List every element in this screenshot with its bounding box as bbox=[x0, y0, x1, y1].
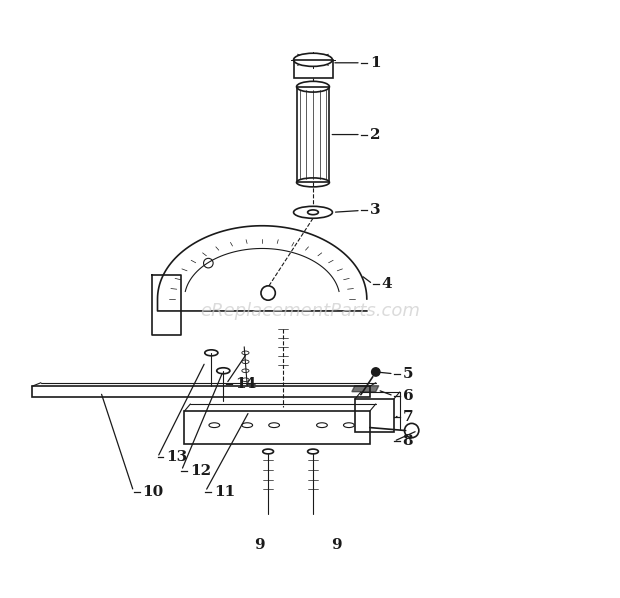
Text: 13: 13 bbox=[167, 450, 188, 465]
Circle shape bbox=[371, 368, 380, 376]
Text: 8: 8 bbox=[403, 434, 414, 448]
Text: 9: 9 bbox=[332, 538, 342, 553]
Text: 10: 10 bbox=[143, 484, 164, 499]
Text: 2: 2 bbox=[370, 127, 380, 142]
Bar bbox=[355, 399, 394, 432]
Bar bbox=[184, 411, 370, 444]
Bar bbox=[296, 87, 329, 182]
Polygon shape bbox=[352, 386, 379, 392]
Text: eReplacementParts.com: eReplacementParts.com bbox=[200, 302, 420, 320]
Text: 14: 14 bbox=[235, 377, 257, 391]
Text: 12: 12 bbox=[190, 463, 211, 478]
Text: 7: 7 bbox=[403, 410, 414, 425]
Bar bbox=[294, 60, 333, 78]
Text: 11: 11 bbox=[215, 484, 236, 499]
Text: 1: 1 bbox=[370, 56, 381, 70]
Text: 9: 9 bbox=[254, 538, 265, 553]
Text: 6: 6 bbox=[403, 389, 414, 403]
Text: 3: 3 bbox=[370, 203, 381, 218]
Bar bbox=[32, 386, 370, 397]
Text: 5: 5 bbox=[403, 367, 413, 381]
Text: 4: 4 bbox=[382, 277, 392, 291]
